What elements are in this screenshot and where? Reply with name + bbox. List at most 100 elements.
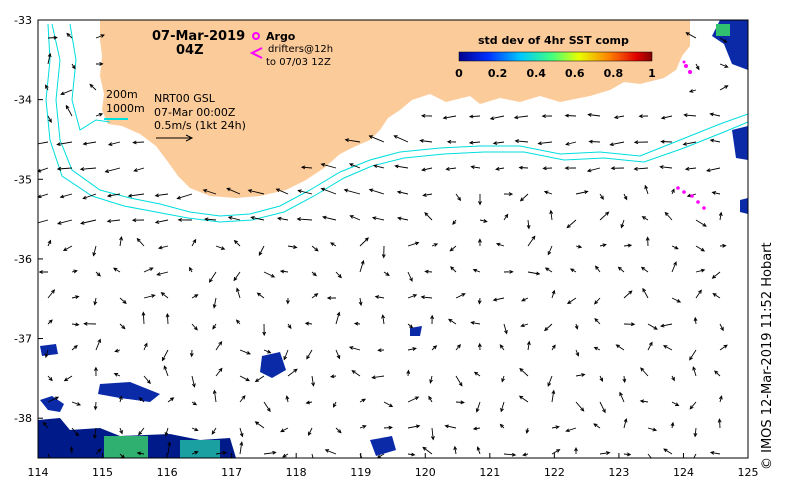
colorbar-tick-label: 0.6	[565, 67, 585, 80]
current-arrow	[492, 141, 505, 145]
current-arrow	[82, 193, 97, 200]
current-arrow	[226, 187, 241, 195]
current-arrow	[609, 141, 625, 147]
colorbar-title: std dev of 4hr SST comp	[478, 34, 629, 47]
lon-tick-label: 122	[544, 466, 565, 479]
current-arrow	[623, 193, 628, 201]
current-arrow	[93, 427, 97, 440]
current-arrow	[619, 391, 625, 403]
current-arrow	[38, 219, 49, 225]
sst-patches	[38, 20, 748, 458]
bathymetry-contours	[45, 23, 748, 223]
current-arrow	[202, 189, 217, 195]
current-arrow	[321, 215, 337, 221]
current-arrow	[503, 192, 514, 197]
current-arrow	[477, 297, 482, 305]
current-arrow	[537, 141, 553, 146]
current-arrow	[499, 423, 505, 429]
current-arrow	[647, 427, 658, 432]
current-arrow	[89, 83, 97, 91]
current-arrow	[455, 193, 462, 202]
current-arrow	[333, 401, 337, 408]
current-arrow	[330, 374, 337, 379]
current-arrow	[239, 395, 246, 403]
current-arrow	[104, 167, 121, 173]
current-arrow	[381, 245, 386, 259]
current-arrow	[189, 349, 194, 358]
current-arrow	[377, 348, 385, 353]
current-arrow	[308, 427, 313, 437]
lat-tick-label: -38	[14, 412, 32, 425]
current-arrow	[133, 167, 145, 172]
current-arrow	[489, 115, 505, 121]
current-arrow	[642, 287, 649, 299]
current-arrow	[215, 340, 223, 351]
current-arrow	[71, 63, 76, 70]
argo-label: Argo	[266, 30, 296, 43]
colorbar-tick-label: 0.2	[488, 67, 508, 80]
current-arrow	[645, 236, 650, 247]
current-arrow	[468, 114, 481, 119]
current-arrow	[359, 237, 369, 247]
current-arrow	[444, 424, 457, 429]
current-arrow	[107, 141, 121, 146]
current-arrow	[473, 371, 481, 377]
current-arrow	[164, 427, 169, 437]
current-arrow	[254, 421, 265, 429]
current-arrow	[495, 166, 505, 171]
current-arrow	[549, 209, 554, 221]
current-arrow	[492, 297, 505, 302]
current-arrow	[513, 115, 529, 120]
current-arrow	[47, 35, 58, 40]
current-arrow	[455, 400, 465, 405]
current-arrow	[381, 314, 386, 325]
current-arrow	[95, 448, 102, 455]
current-arrow	[575, 244, 583, 249]
current-arrow	[47, 289, 56, 299]
current-arrow	[475, 401, 481, 413]
current-arrow	[143, 267, 154, 273]
current-arrow	[282, 453, 289, 458]
current-arrow	[239, 375, 251, 382]
current-arrow	[575, 190, 589, 195]
current-arrow	[138, 427, 145, 436]
current-arrow	[263, 450, 277, 455]
current-arrow	[424, 212, 433, 221]
current-arrow	[664, 211, 673, 221]
current-arrow	[477, 238, 482, 247]
current-arrow	[613, 115, 625, 120]
current-arrow	[522, 452, 529, 457]
map-date: 07-Mar-2019	[152, 29, 245, 44]
current-arrow	[527, 271, 541, 276]
lon-tick-label: 120	[415, 466, 436, 479]
current-arrow	[421, 167, 433, 172]
current-arrow	[65, 104, 73, 117]
current-arrow	[593, 346, 601, 351]
current-arrow	[263, 349, 272, 354]
current-arrow	[188, 266, 193, 273]
current-arrow	[93, 366, 98, 377]
current-arrow	[343, 188, 361, 195]
current-arrow	[719, 63, 729, 68]
current-arrow	[407, 347, 417, 351]
drifters-time-label: to 07/03 12Z	[266, 57, 331, 68]
colorbar	[458, 51, 653, 62]
current-arrow	[311, 293, 319, 299]
current-arrow	[372, 164, 385, 169]
current-arrow	[287, 368, 298, 377]
current-arrow	[448, 318, 457, 325]
current-arrow	[371, 375, 385, 380]
current-arrow	[157, 245, 169, 250]
current-arrow	[526, 219, 531, 230]
current-arrow	[47, 115, 52, 124]
current-arrow	[419, 138, 433, 143]
current-arrow	[250, 215, 265, 221]
current-arrow	[407, 271, 413, 282]
current-arrow	[326, 296, 336, 300]
current-arrow	[518, 165, 529, 170]
current-arrow	[212, 323, 217, 330]
lon-tick-label: 114	[28, 466, 49, 479]
current-arrow	[311, 245, 319, 252]
current-arrow	[622, 375, 627, 384]
vector-scale-arrow	[156, 134, 194, 142]
